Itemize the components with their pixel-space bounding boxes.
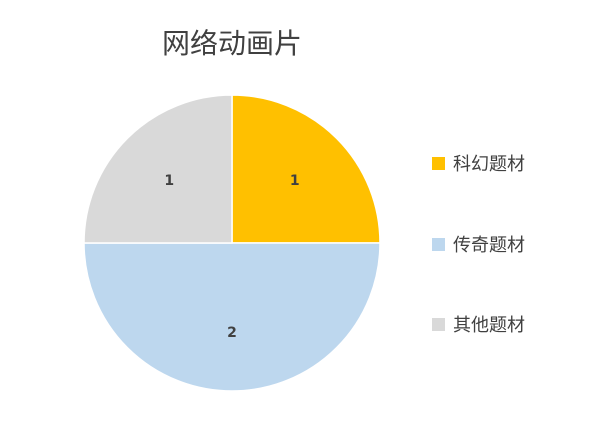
legend-item-2: 其他题材 bbox=[432, 311, 525, 337]
legend-label-0: 科幻题材 bbox=[453, 154, 525, 175]
legend-swatch-0 bbox=[432, 156, 445, 170]
slice-data-label-0: 1 bbox=[290, 173, 300, 189]
legend-swatch-1 bbox=[432, 237, 445, 251]
legend-label-2: 其他题材 bbox=[453, 315, 525, 336]
pie-slice-0 bbox=[231, 94, 381, 244]
slice-data-label-2: 1 bbox=[164, 173, 174, 189]
chart-title: 网络动画片 bbox=[161, 27, 302, 60]
legend-label-1: 传奇题材 bbox=[453, 235, 525, 256]
legend: 科幻题材 传奇题材 其他题材 bbox=[432, 0, 600, 432]
slice-data-label-1: 2 bbox=[227, 325, 237, 341]
legend-item-1: 传奇题材 bbox=[432, 231, 525, 257]
pie-slice-1 bbox=[83, 242, 381, 392]
legend-swatch-2 bbox=[432, 317, 445, 331]
pie-slice-2 bbox=[83, 94, 233, 244]
legend-item-0: 科幻题材 bbox=[432, 150, 525, 176]
